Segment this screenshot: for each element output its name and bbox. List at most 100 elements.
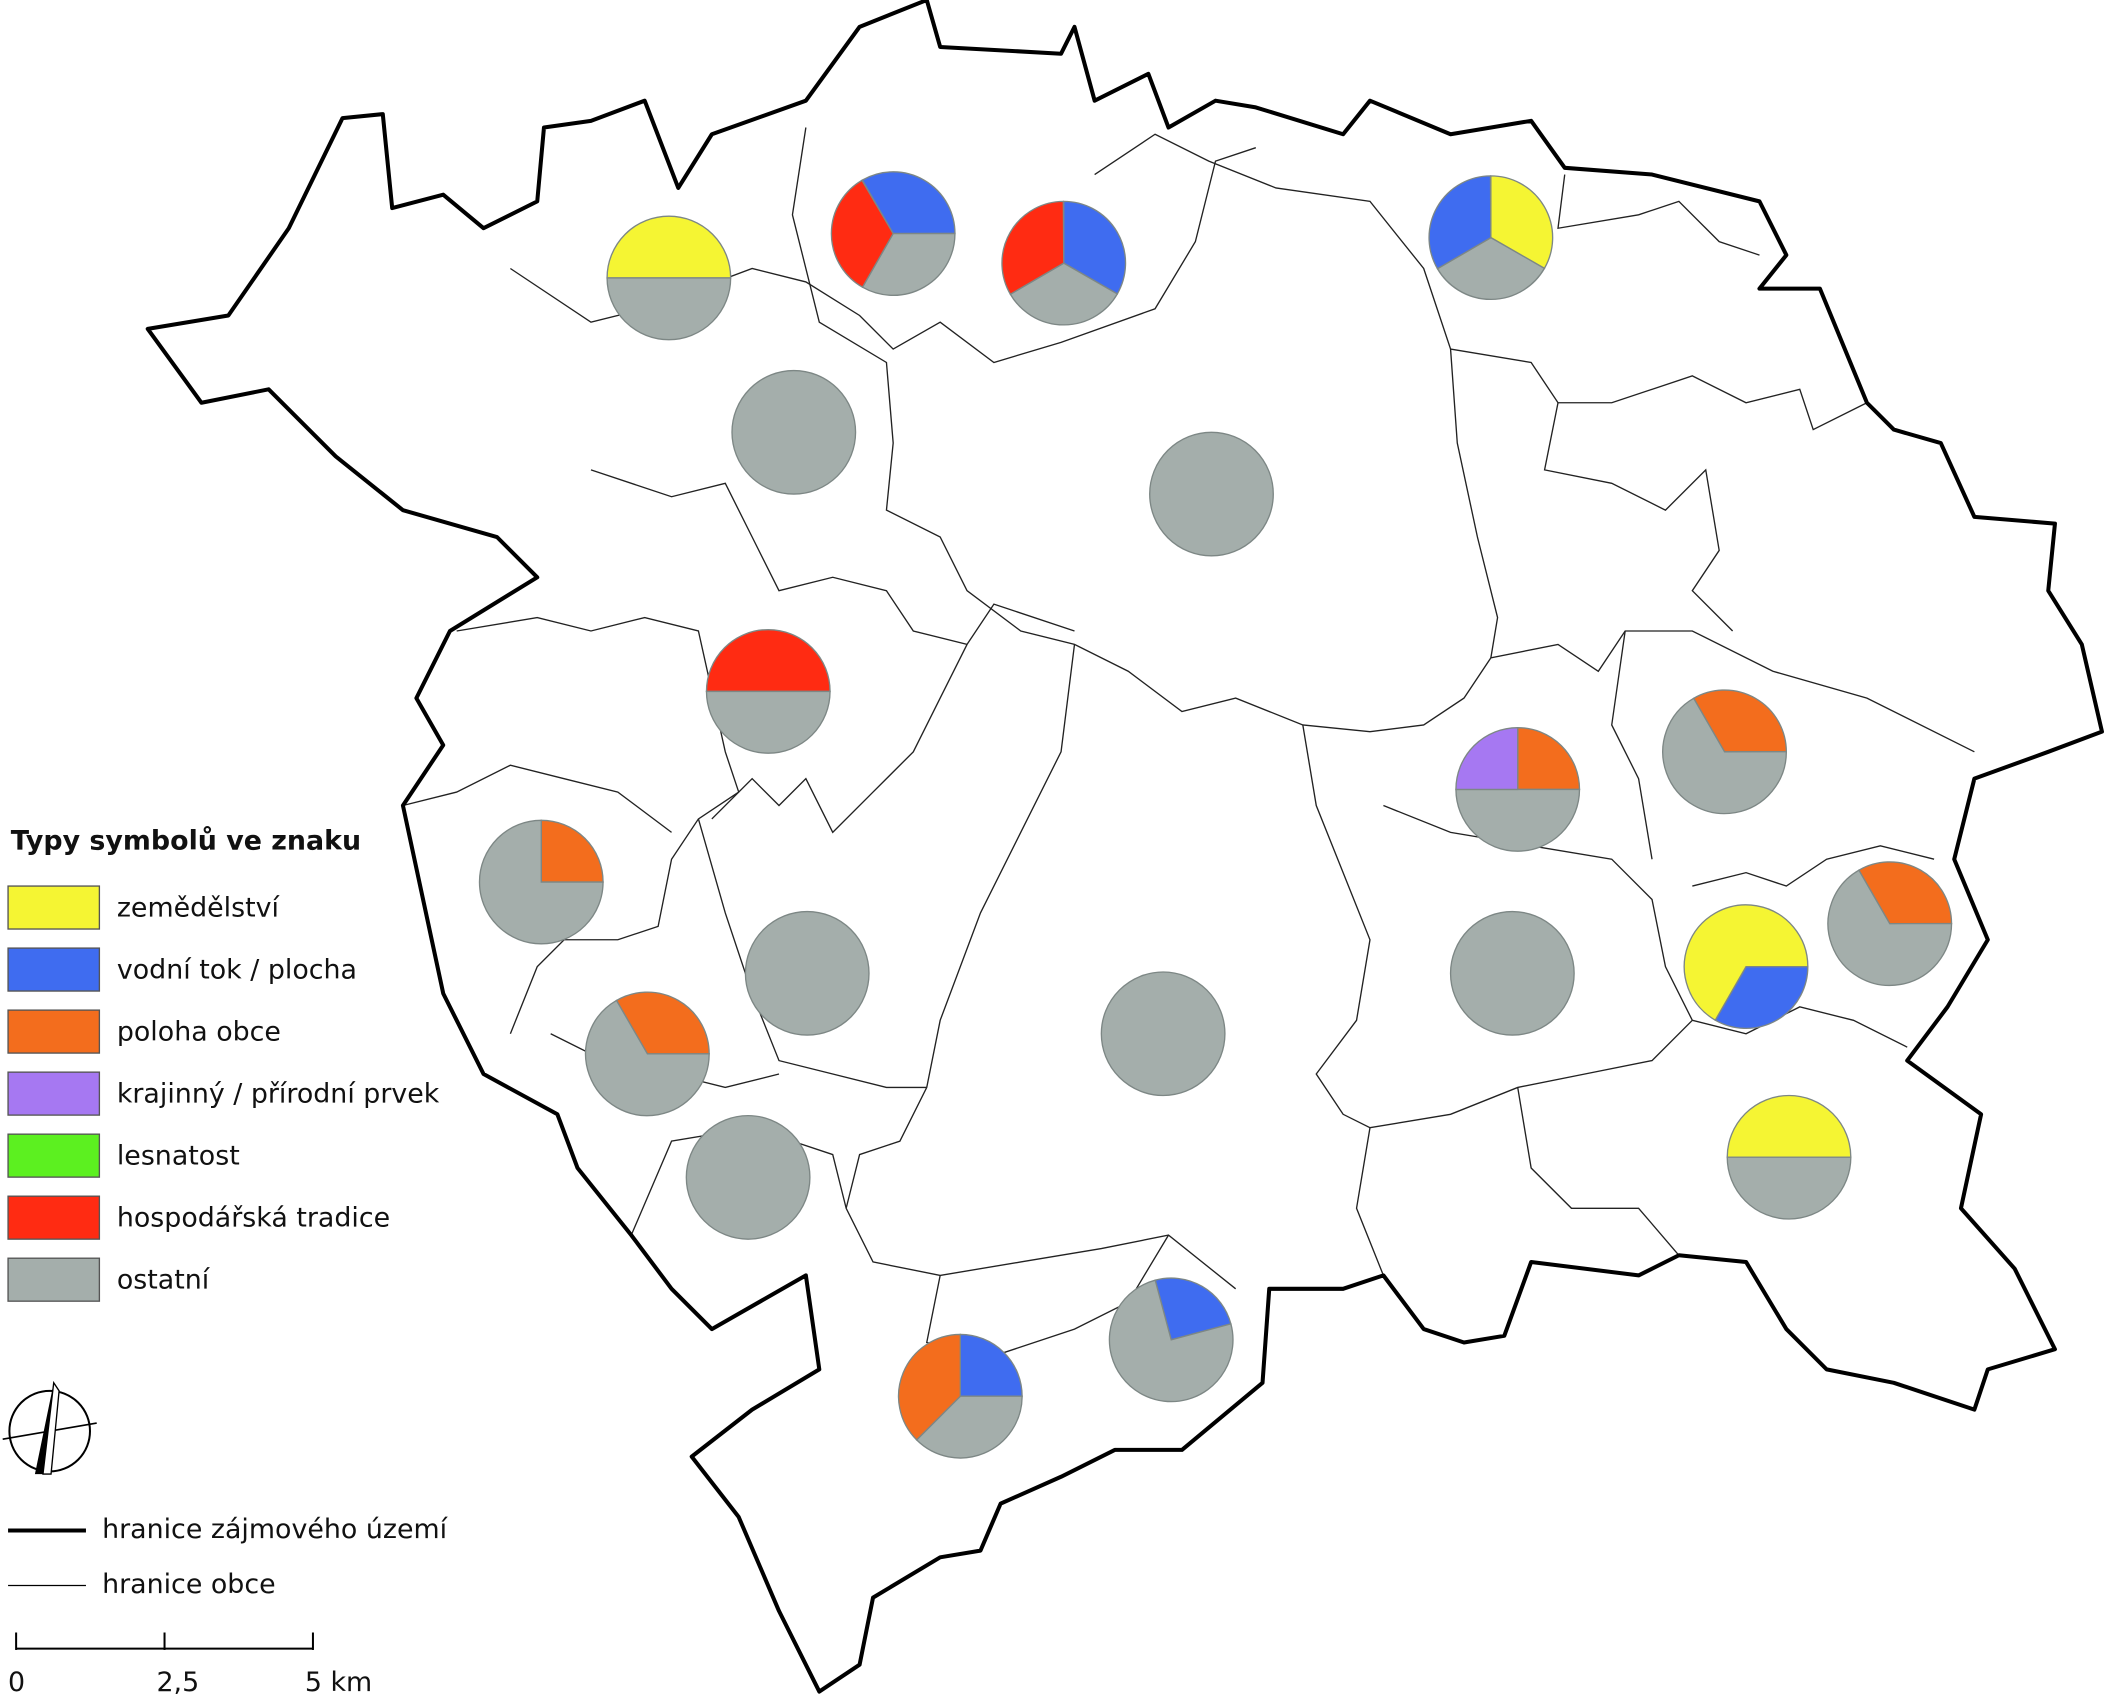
pie [584,991,710,1117]
pie [830,171,956,297]
pie [1726,1094,1852,1220]
municipality-border [1557,174,1760,256]
municipality-border [697,818,927,1089]
pie [606,215,732,341]
municipality-border [1450,348,1868,431]
pie-slice [1455,726,1519,791]
pie-slice [685,1114,811,1240]
legend-title: Typy symbolů ve znaku [11,825,361,856]
pie [1001,200,1127,326]
legend-label: hranice obce [102,1569,276,1600]
pie [1662,689,1788,815]
legend-swatch [7,1195,101,1240]
legend-label: zemědělství [117,892,281,923]
legend-label: lesnatost [117,1140,240,1171]
municipality-border [590,469,1075,646]
pie-slice [478,819,604,945]
legend-swatch [7,1009,101,1054]
pie [478,819,604,945]
pie [1149,431,1274,557]
pie [1449,910,1575,1036]
pie-slice [540,819,604,883]
pie-slice [1436,236,1546,301]
pie-slice [830,179,894,289]
municipality-border [1543,402,1734,632]
pie-slice [861,171,956,235]
legend-swatch [7,885,101,930]
scale-bar: 0 2,5 5 km [8,1632,372,1698]
legend: zemědělství vodní tok / plocha poloha obce… [7,885,440,1302]
pie-slice [1154,1277,1232,1341]
legend-label: hospodářská tradice [117,1203,390,1234]
municipality-border [711,644,968,834]
pie-slice [1428,175,1492,270]
pie [685,1114,811,1240]
pie [1827,861,1953,987]
pie [705,628,831,754]
pie-slice [1149,431,1274,557]
pie [897,1333,1023,1459]
legend-swatch [7,947,101,992]
pie-slice [1455,788,1581,852]
pie-slice [1726,1094,1852,1158]
legend-label: ostatní [117,1265,211,1296]
legend-swatch [7,1071,101,1116]
pie-slice [1827,869,1953,987]
pie-slice [1662,697,1788,815]
scale-bar-label: 5 km [305,1667,372,1698]
pie [731,369,857,495]
municipality-border [845,644,1237,1290]
pie-slice [1857,861,1953,925]
legend-label: krajinný / přírodní prvek [117,1078,440,1109]
municipality-border [1355,630,1680,1276]
north-arrow [2,1380,97,1475]
north-arrow-needle [42,1380,60,1475]
pie-slice [1517,726,1581,791]
legend-label: hranice zájmového území [102,1514,449,1545]
pie [1100,971,1226,1097]
municipality-border [1094,133,1499,658]
pie-slice [915,1395,1023,1459]
pie-slice [744,910,870,1036]
pie-slice [1108,1279,1234,1403]
municipality-border [456,616,740,1034]
pie-slice [897,1333,961,1441]
pie-slice [705,690,831,754]
pie [1683,904,1809,1030]
pie-slice [615,991,710,1055]
pie-slice [731,369,857,495]
pie-slice [1683,904,1809,1022]
pie-slice [1001,200,1065,296]
pie-slice [1714,965,1809,1030]
scale-bar-label: 0 [8,1667,25,1698]
pie-slice [705,628,831,693]
pie [1455,726,1581,852]
pie-slice [584,999,710,1117]
pie-slice [959,1333,1023,1397]
legend-label: poloha obce [117,1016,281,1047]
pie-slice [606,277,732,341]
legend-swatch [7,1133,101,1178]
municipality-border [1692,845,1935,887]
municipality-border [1302,724,1693,1129]
legend-swatch [7,1257,101,1302]
legend-label: vodní tok / plocha [117,954,357,985]
scale-bar-label: 2,5 [156,1667,199,1698]
pie-slice [1063,200,1127,295]
pie-slice [1449,910,1575,1036]
pie-slice [1490,175,1554,270]
pie-slice [1009,262,1119,326]
municipality-border [791,127,1975,753]
municipality-border [402,764,672,833]
study-area-border [145,0,2104,1694]
pie-slice [1692,689,1788,753]
pie-symbols [478,171,1953,1459]
pie-slice [1726,1156,1852,1220]
pie-slice [861,232,956,297]
pie-slice [606,215,732,279]
pie [1428,175,1554,301]
pie [744,910,870,1036]
pie [1108,1277,1234,1403]
